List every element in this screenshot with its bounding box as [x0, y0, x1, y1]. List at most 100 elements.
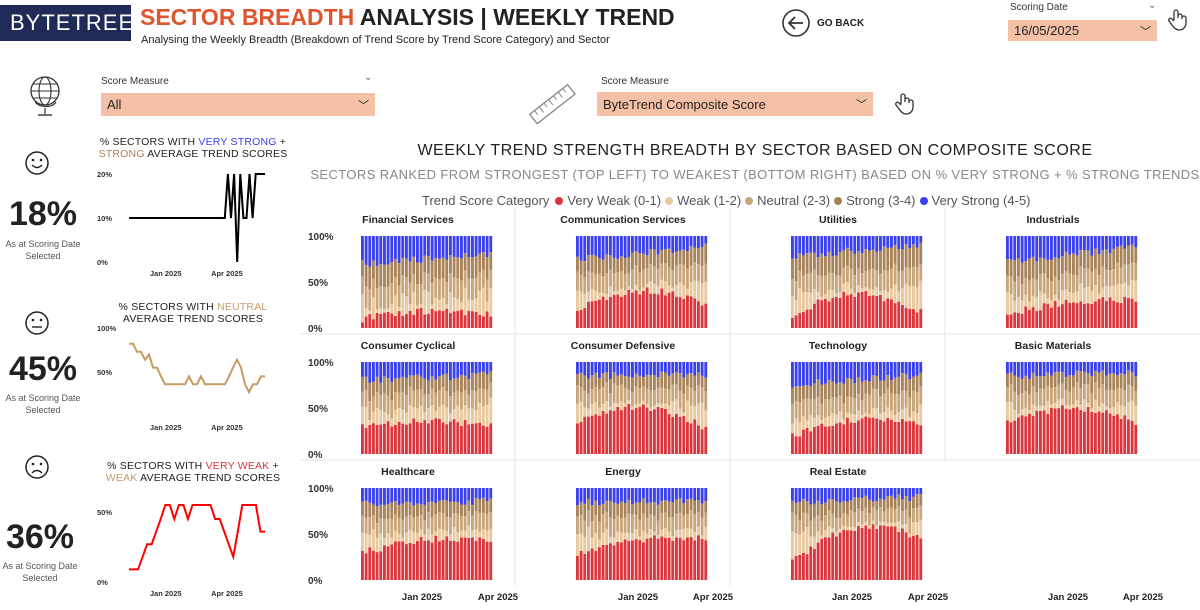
bar-segment	[886, 388, 890, 408]
bar-segment	[893, 526, 897, 580]
bar-segment	[434, 236, 438, 258]
bar-segment	[642, 530, 645, 543]
bar-segment	[1123, 406, 1127, 416]
bar-segment	[660, 500, 664, 514]
bar-segment	[463, 405, 467, 420]
bar-segment	[649, 502, 653, 514]
bar-segment	[375, 537, 379, 553]
bar-segment	[452, 362, 456, 379]
bar-segment	[1105, 301, 1108, 328]
bar-segment	[645, 362, 649, 375]
bar-segment	[864, 291, 868, 328]
bar-segment	[616, 272, 620, 291]
bar-segment	[412, 418, 416, 454]
bar-segment	[386, 236, 390, 265]
bar-segment	[463, 375, 467, 391]
bar-segment	[1046, 236, 1050, 260]
bar-segment	[704, 501, 708, 513]
bar-segment	[627, 532, 631, 541]
bar-segment	[890, 410, 893, 420]
bar-segment	[1028, 394, 1031, 411]
bar-segment	[474, 362, 478, 374]
scoring-date-collapse-icon[interactable]: ⌄	[1148, 0, 1157, 11]
bar-segment	[594, 488, 598, 501]
bar-segment	[583, 407, 587, 417]
bar-segment	[379, 286, 383, 308]
bar-segment	[904, 267, 908, 284]
bar-segment	[383, 287, 386, 309]
bar-segment	[583, 537, 587, 554]
bar-segment	[1105, 410, 1108, 454]
legend-item-very-strong[interactable]: Very Strong (4-5)	[931, 193, 1031, 208]
score-measure-right-dropdown[interactable]: ByteTrend Composite Score ﹀	[597, 92, 873, 116]
bar-segment	[408, 488, 412, 503]
bar-segment	[423, 236, 427, 256]
bar-segment	[1031, 278, 1035, 296]
bar-segment	[915, 488, 919, 495]
bar-segment	[1039, 310, 1042, 328]
bar-segment	[1075, 362, 1079, 371]
score-measure-left-dropdown[interactable]: All ﹀	[101, 93, 375, 116]
bar-segment	[919, 493, 923, 506]
score-measure-left-collapse-icon[interactable]: ⌄	[364, 72, 373, 83]
legend-item-strong[interactable]: Strong (3-4)	[846, 193, 916, 208]
bar-segment	[634, 514, 638, 530]
scoring-date-dropdown[interactable]: 16/05/2025 ﹀	[1008, 20, 1157, 41]
bar-segment	[590, 272, 594, 290]
bar-segment	[482, 371, 485, 390]
legend-item-weak[interactable]: Weak (1-2)	[677, 193, 742, 208]
bar-segment	[686, 362, 689, 375]
legend-item-very-weak[interactable]: Very Weak (0-1)	[567, 193, 662, 208]
bar-segment	[868, 528, 871, 580]
bar-segment	[372, 504, 375, 515]
bar-segment	[1061, 371, 1064, 384]
bar-segment	[893, 522, 897, 527]
x-axis-tick: Apr 2025	[1123, 592, 1164, 603]
bar-segment	[438, 258, 441, 280]
bar-segment	[1061, 383, 1064, 399]
bar-segment	[467, 394, 471, 409]
bar-segment	[802, 429, 805, 454]
bar-segment	[419, 304, 423, 308]
bar-segment	[860, 418, 864, 454]
bar-segment	[474, 277, 478, 299]
bar-segment	[879, 507, 882, 522]
bar-segment	[831, 290, 835, 298]
bar-segment	[379, 504, 383, 519]
bar-segment	[638, 406, 642, 454]
bar-segment	[1094, 269, 1097, 285]
hand-pointer-icon[interactable]	[1165, 6, 1191, 37]
bar-segment	[427, 512, 430, 530]
legend-item-neutral[interactable]: Neutral (2-3)	[757, 193, 831, 208]
bar-segment	[430, 308, 434, 328]
bar-segment	[430, 362, 434, 377]
bar-segment	[904, 421, 908, 454]
bar-segment	[857, 268, 860, 286]
bar-segment	[809, 272, 813, 293]
hand-pointer-icon[interactable]	[892, 90, 918, 121]
bar-segment	[1112, 415, 1116, 454]
go-back-button[interactable]: GO BACK	[781, 8, 864, 38]
bar-segment	[1097, 254, 1101, 276]
bar-segment	[1112, 269, 1116, 286]
bar-segment	[361, 532, 364, 551]
bar-segment	[820, 236, 824, 254]
bar-segment	[485, 362, 489, 375]
bar-segment	[460, 236, 463, 259]
bar-segment	[1053, 387, 1057, 403]
bar-segment	[1017, 276, 1020, 297]
bar-segment	[1046, 278, 1050, 299]
bar-segment	[912, 535, 915, 580]
bar-segment	[397, 504, 401, 518]
bar-segment	[875, 408, 879, 419]
bar-segment	[693, 406, 697, 420]
bar-segment	[827, 510, 831, 527]
bar-segment	[594, 414, 598, 454]
bar-segment	[1090, 392, 1094, 409]
bar-segment	[405, 394, 408, 413]
bar-segment	[634, 284, 638, 291]
bar-segment	[831, 528, 835, 533]
bar-segment	[882, 236, 886, 247]
bar-segment	[576, 403, 579, 424]
bar-segment	[682, 394, 686, 413]
